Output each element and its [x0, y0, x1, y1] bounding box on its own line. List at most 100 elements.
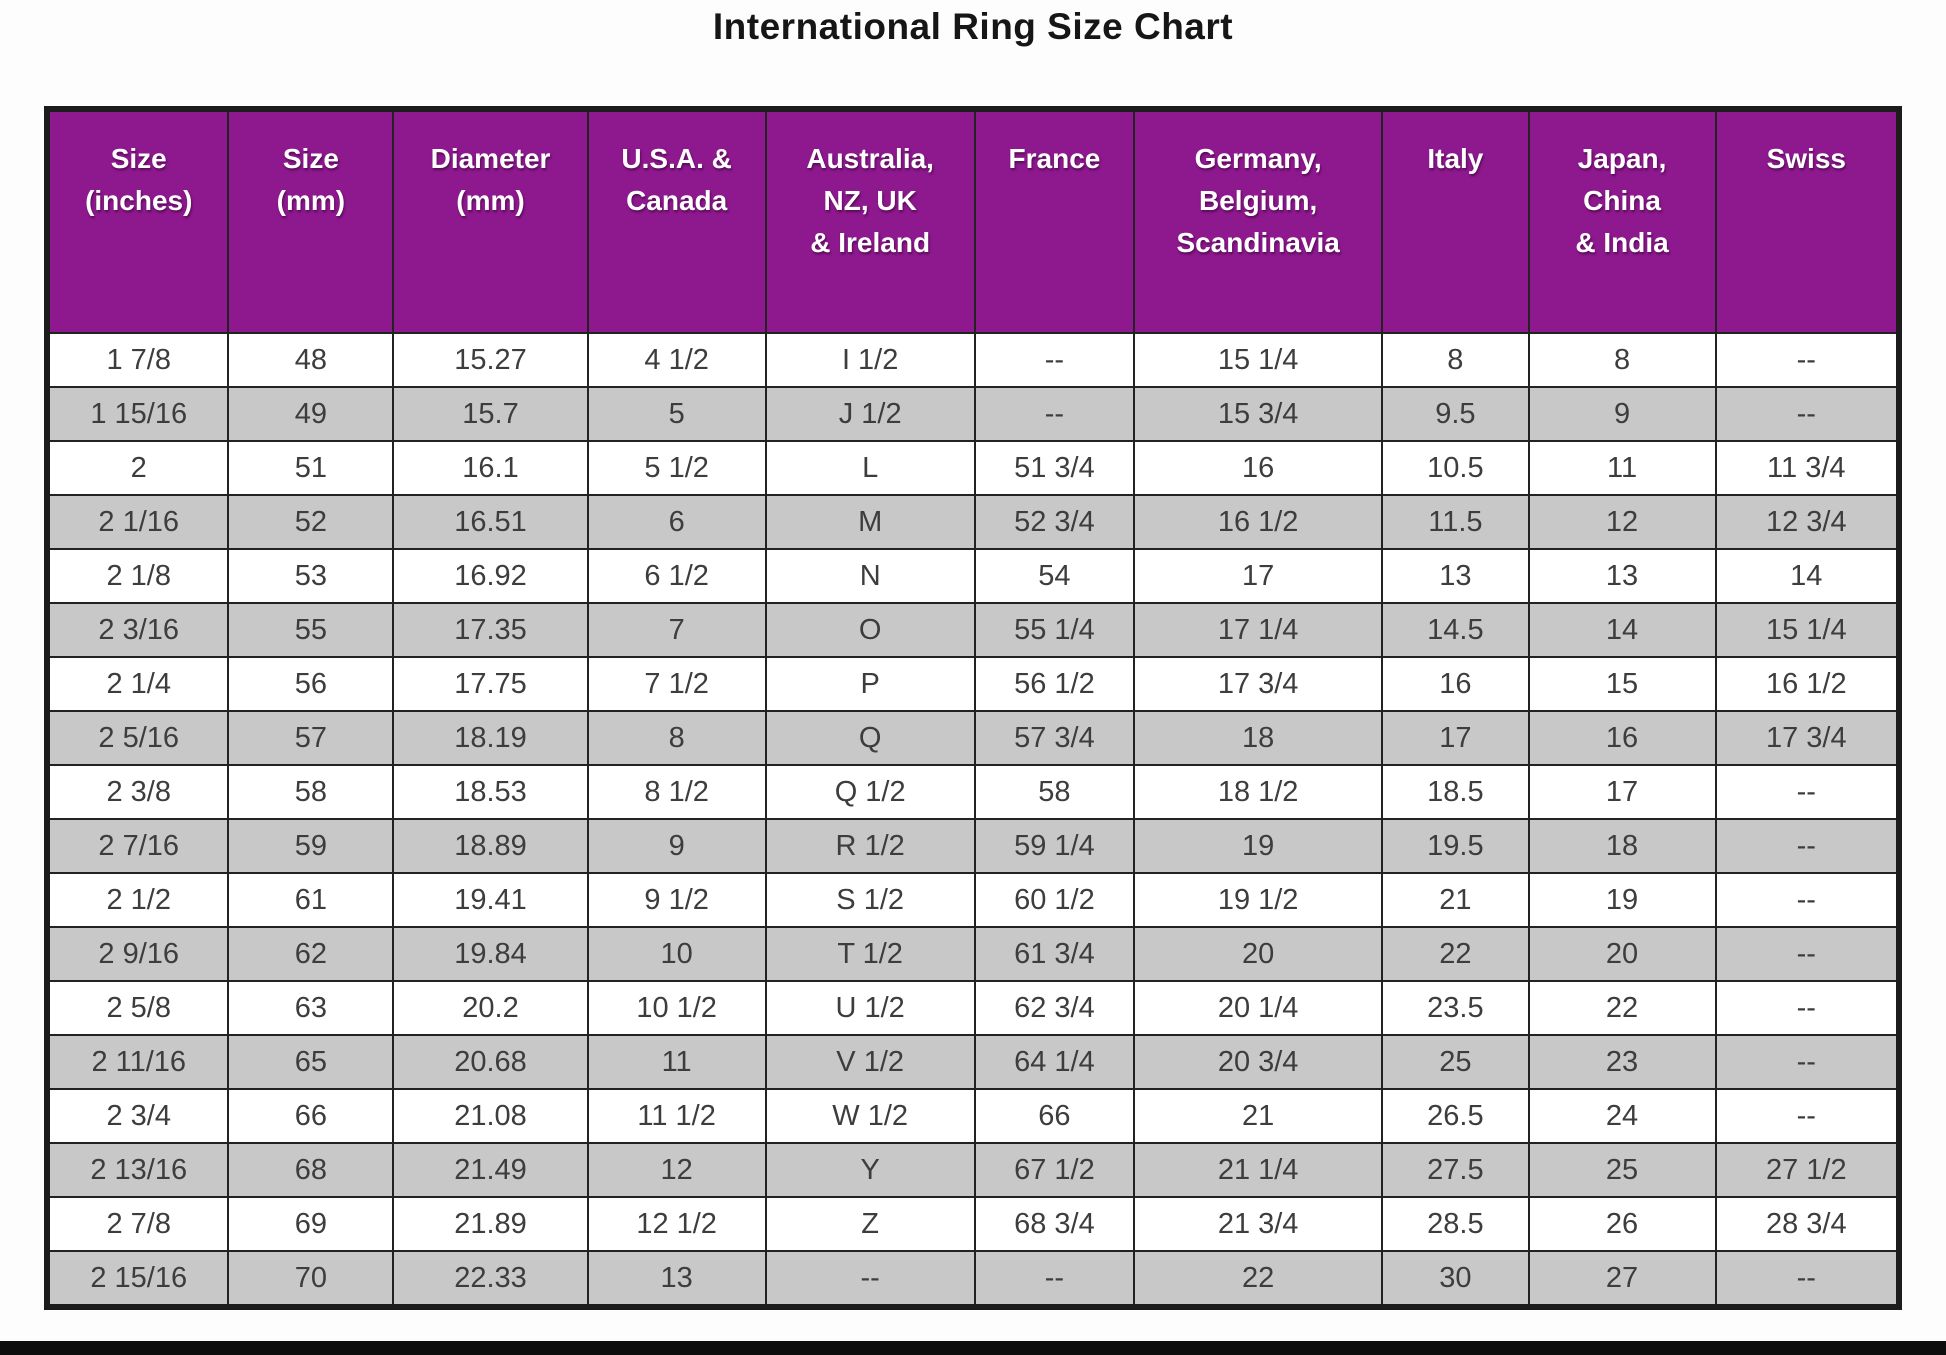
header-australia-nz-uk-ireland: Australia, NZ, UK & Ireland [764, 108, 976, 334]
table-cell: -- [973, 332, 1136, 388]
table-cell: 20 [1527, 926, 1717, 982]
table-row: 2 7/8 69 21.89 12 1/2 Z 68 3/4 21 3/4 28.5 26 28 … [45, 1196, 1901, 1252]
table-row: 2 5/16 57 18.19 8 Q 57 3/4 18 17 16 17 3/4 [45, 710, 1901, 766]
table-cell: 54 [973, 548, 1136, 604]
table-cell: 19.41 [392, 872, 589, 928]
table-cell: 2 1/8 [45, 548, 230, 604]
table-cell: -- [1714, 1250, 1901, 1308]
table-cell: R 1/2 [764, 818, 976, 874]
table-cell: -- [1714, 764, 1901, 820]
table-cell: 2 3/16 [45, 602, 230, 658]
table-cell: -- [973, 1250, 1136, 1308]
table-cell: 61 3/4 [973, 926, 1136, 982]
table-cell: 22 [1133, 1250, 1384, 1308]
table-cell: W 1/2 [764, 1088, 976, 1144]
header-size-mm: Size (mm) [227, 108, 395, 334]
table-cell: 12 3/4 [1714, 494, 1901, 550]
table-cell: 12 1/2 [586, 1196, 767, 1252]
table-cell: 17 3/4 [1714, 710, 1901, 766]
table-cell: S 1/2 [764, 872, 976, 928]
table-cell: 15 [1527, 656, 1717, 712]
table-cell: 18 1/2 [1133, 764, 1384, 820]
table-row: 2 5/8 63 20.2 10 1/2 U 1/2 62 3/4 20 1/4 23.5 22… [45, 980, 1901, 1036]
table-cell: 21 [1381, 872, 1530, 928]
table-cell: 2 5/16 [45, 710, 230, 766]
table-cell: 16 [1527, 710, 1717, 766]
table-cell: 16 [1381, 656, 1530, 712]
table-cell: 23.5 [1381, 980, 1530, 1036]
table-cell: 11 [1527, 440, 1717, 496]
table-cell: 8 [586, 710, 767, 766]
table-cell: L [764, 440, 976, 496]
table-cell: 11 [586, 1034, 767, 1090]
table-cell: 22 [1381, 926, 1530, 982]
table-cell: 19 [1527, 872, 1717, 928]
table-row: 2 9/16 62 19.84 10 T 1/2 61 3/4 20 22 20 -- [45, 926, 1901, 982]
table-cell: 2 7/8 [45, 1196, 230, 1252]
table-cell: 2 3/8 [45, 764, 230, 820]
table-row: 2 51 16.1 5 1/2 L 51 3/4 16 10.5 11 11 3/4 [45, 440, 1901, 496]
table-cell: 2 [45, 440, 230, 496]
table-cell: 28.5 [1381, 1196, 1530, 1252]
table-cell: U 1/2 [764, 980, 976, 1036]
table-cell: Q 1/2 [764, 764, 976, 820]
table-cell: 17.75 [392, 656, 589, 712]
table-cell: -- [1714, 980, 1901, 1036]
table-cell: Q [764, 710, 976, 766]
table-cell: 18.5 [1381, 764, 1530, 820]
table-cell: 21.89 [392, 1196, 589, 1252]
table-cell: 17 [1527, 764, 1717, 820]
table-cell: 14 [1714, 548, 1901, 604]
table-cell: N [764, 548, 976, 604]
table-cell: -- [973, 386, 1136, 442]
table-cell: 2 5/8 [45, 980, 230, 1036]
table-cell: 5 1/2 [586, 440, 767, 496]
table-cell: 65 [227, 1034, 395, 1090]
table-cell: 22 [1527, 980, 1717, 1036]
table-cell: M [764, 494, 976, 550]
table-cell: 59 1/4 [973, 818, 1136, 874]
table-cell: 6 [586, 494, 767, 550]
table-cell: 2 11/16 [45, 1034, 230, 1090]
table-cell: -- [1714, 1034, 1901, 1090]
table-cell: 64 1/4 [973, 1034, 1136, 1090]
table-row: 2 1/2 61 19.41 9 1/2 S 1/2 60 1/2 19 1/2 21 19 -- [45, 872, 1901, 928]
table-row: 2 1/8 53 16.92 6 1/2 N 54 17 13 13 14 [45, 548, 1901, 604]
table-cell: 57 [227, 710, 395, 766]
table-cell: 21.08 [392, 1088, 589, 1144]
table-cell: 2 1/16 [45, 494, 230, 550]
table-cell: 17 [1133, 548, 1384, 604]
header-italy: Italy [1381, 108, 1530, 334]
table-cell: 18 [1527, 818, 1717, 874]
table-cell: Z [764, 1196, 976, 1252]
table-cell: 52 3/4 [973, 494, 1136, 550]
table-cell: 30 [1381, 1250, 1530, 1308]
table-cell: 18.19 [392, 710, 589, 766]
table-cell: 21 [1133, 1088, 1384, 1144]
table-cell: 67 1/2 [973, 1142, 1136, 1198]
header-size-inches: Size (inches) [45, 108, 230, 334]
table-cell: 69 [227, 1196, 395, 1252]
table-cell: I 1/2 [764, 332, 976, 388]
table-cell: 63 [227, 980, 395, 1036]
table-cell: 7 [586, 602, 767, 658]
table-cell: 22.33 [392, 1250, 589, 1308]
table-cell: 55 [227, 602, 395, 658]
table-cell: 20 [1133, 926, 1384, 982]
table-cell: 11 3/4 [1714, 440, 1901, 496]
table-cell: 16.1 [392, 440, 589, 496]
bottom-border-bar [0, 1341, 1946, 1355]
table-cell: 15 3/4 [1133, 386, 1384, 442]
table-cell: 24 [1527, 1088, 1717, 1144]
table-cell: 56 1/2 [973, 656, 1136, 712]
table-cell: 5 [586, 386, 767, 442]
table-cell: 58 [227, 764, 395, 820]
table-cell: 66 [227, 1088, 395, 1144]
table-cell: 8 1/2 [586, 764, 767, 820]
table-cell: 19.5 [1381, 818, 1530, 874]
table-cell: 20 3/4 [1133, 1034, 1384, 1090]
table-cell: 13 [586, 1250, 767, 1308]
table-cell: 51 3/4 [973, 440, 1136, 496]
page-title: International Ring Size Chart [712, 6, 1234, 47]
table-cell: 59 [227, 818, 395, 874]
